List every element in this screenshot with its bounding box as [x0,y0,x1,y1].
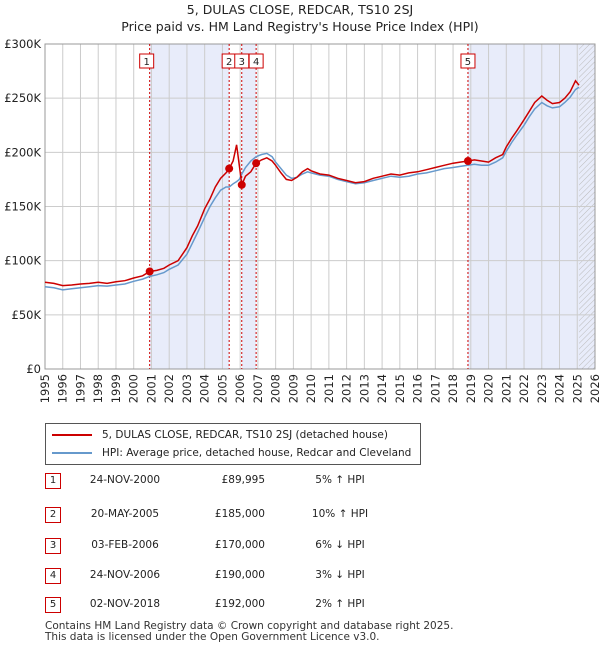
x-tick-label: 2016 [411,374,425,403]
x-tick-label: 2008 [269,374,283,403]
transaction-badge: 3 [45,538,61,554]
x-tick-label: 2002 [162,374,176,403]
chart-title-address: 5, DULAS CLOSE, REDCAR, TS10 2SJ [186,2,414,17]
x-tick-label: 1997 [73,374,87,403]
x-tick-label: 1998 [91,374,105,403]
sale-point [237,180,246,189]
x-tick-label: 2003 [180,374,194,403]
x-tick-label: 2018 [446,374,460,403]
legend-label-price: 5, DULAS CLOSE, REDCAR, TS10 2SJ (detach… [102,429,388,441]
x-tick-label: 2025 [570,374,584,403]
x-tick-label: 2019 [464,374,478,403]
transaction-row: 4 24-NOV-2006 £190,000 3% ↓ HPI [45,566,425,584]
legend-item-hpi: HPI: Average price, detached house, Redc… [52,445,411,461]
transaction-hpi-change: 2% ↑ HPI [315,598,365,610]
x-tick-label: 1999 [109,374,123,403]
footer-line-2: This data is licensed under the Open Gov… [45,631,380,643]
y-tick-label: £250K [4,91,41,105]
legend-swatch-hpi [52,452,92,454]
x-tick-label: 2000 [127,374,141,403]
footer-line-1: Contains HM Land Registry data © Crown c… [45,620,454,632]
legend-item-price: 5, DULAS CLOSE, REDCAR, TS10 2SJ (detach… [52,427,388,443]
x-tick-label: 2020 [482,374,496,403]
chart-title-subtitle: Price paid vs. HM Land Registry's House … [121,19,479,34]
x-tick-label: 2013 [357,374,371,403]
sale-badge-label: 3 [239,57,245,68]
transaction-badge: 1 [45,473,61,489]
sale-badge-box [139,53,155,69]
x-tick-label: 2006 [233,374,247,403]
sale-point [145,267,154,276]
transaction-row: 3 03-FEB-2006 £170,000 6% ↓ HPI [45,536,425,554]
sale-point [463,157,472,165]
price-series-line [44,79,580,287]
transaction-row: 2 20-MAY-2005 £185,000 10% ↑ HPI [45,505,425,523]
sale-badge-label: 2 [226,57,232,68]
x-tick-label: 2007 [251,374,265,403]
transaction-badge: 5 [45,597,61,613]
transaction-price: £190,000 [214,569,265,581]
transaction-price: £89,995 [221,474,265,486]
x-tick-label: 2021 [499,374,513,403]
x-tick-label: 1995 [38,374,52,403]
x-tick-label: 2004 [198,374,212,403]
x-tick-label: 1996 [56,374,70,403]
copyright-footer: Contains HM Land Registry data © Crown c… [45,621,453,643]
x-tick-label: 2017 [428,374,442,403]
transaction-date: 24-NOV-2000 [89,474,161,486]
x-tick-label: 2015 [393,374,407,403]
legend-swatch-price [52,434,92,436]
transaction-price: £192,000 [214,598,265,610]
transaction-date: 03-FEB-2006 [91,539,159,551]
transaction-price: £185,000 [214,508,265,520]
y-tick-label: £300K [4,37,41,51]
transaction-hpi-change: 3% ↓ HPI [315,569,365,581]
sale-badge-label: 1 [143,57,149,68]
transaction-price: £170,000 [214,539,265,551]
sale-point [225,164,234,173]
y-tick-label: £50K [12,308,42,322]
y-tick-label: £200K [4,145,41,159]
transaction-date: 02-NOV-2018 [89,598,161,610]
y-tick-label: £100K [4,254,41,268]
transaction-hpi-change: 5% ↑ HPI [315,474,365,486]
transaction-date: 24-NOV-2006 [89,569,161,581]
transaction-date: 20-MAY-2005 [90,508,160,520]
plot-frame [44,43,596,370]
legend-label-hpi: HPI: Average price, detached house, Redc… [102,447,412,459]
x-tick-label: 2005 [215,374,229,403]
x-tick-label: 2009 [286,374,300,403]
y-tick-label: £0 [26,362,41,376]
chart-legend: 5, DULAS CLOSE, REDCAR, TS10 2SJ (detach… [45,423,421,465]
sale-badge-box [460,53,476,69]
x-tick-label: 2011 [322,374,336,403]
sale-badge-label: 4 [253,57,259,68]
x-tick-label: 2023 [535,374,549,403]
x-tick-label: 2012 [340,374,354,403]
transaction-row: 1 24-NOV-2000 £89,995 5% ↑ HPI [45,471,425,489]
transaction-row: 5 02-NOV-2018 £192,000 2% ↑ HPI [45,595,425,613]
sale-point [252,159,261,168]
x-tick-label: 2010 [304,374,318,403]
transaction-hpi-change: 6% ↓ HPI [315,539,365,551]
x-tick-label: 2024 [553,374,567,403]
x-tick-label: 2001 [144,374,158,403]
sale-badge-box [248,53,264,69]
transaction-badge: 4 [45,568,61,584]
transaction-hpi-change: 10% ↑ HPI [311,508,369,520]
transaction-badge: 2 [45,507,61,523]
x-tick-label: 2026 [588,374,600,403]
x-tick-label: 2014 [375,374,389,403]
sale-badge-label: 5 [465,57,471,68]
x-tick-label: 2022 [517,374,531,403]
y-tick-label: £150K [4,200,41,214]
